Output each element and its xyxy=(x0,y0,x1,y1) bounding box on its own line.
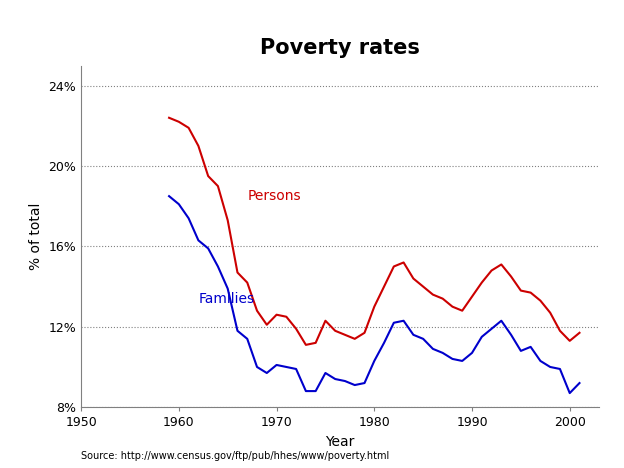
Y-axis label: % of total: % of total xyxy=(29,203,43,270)
Text: Persons: Persons xyxy=(247,189,301,203)
Text: Families: Families xyxy=(198,292,255,306)
Text: Source: http://www.census.gov/ftp/pub/hhes/www/poverty.html: Source: http://www.census.gov/ftp/pub/hh… xyxy=(81,451,389,461)
Title: Poverty rates: Poverty rates xyxy=(260,38,420,58)
X-axis label: Year: Year xyxy=(325,435,355,449)
